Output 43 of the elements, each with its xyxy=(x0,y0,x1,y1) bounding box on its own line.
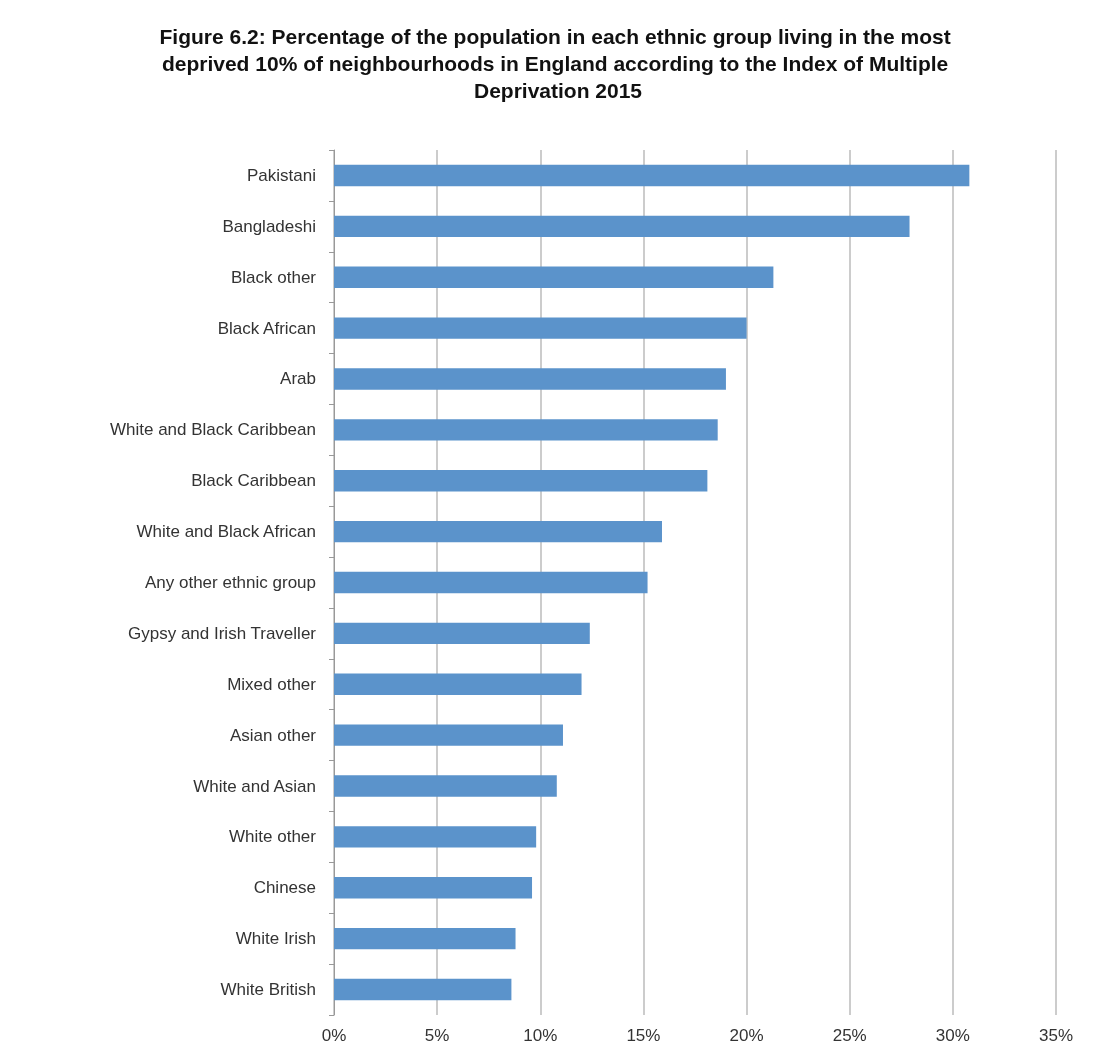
bar xyxy=(334,164,970,187)
x-tick-label: 0% xyxy=(321,1026,347,1045)
bar xyxy=(334,215,910,238)
y-tick-label: Pakistani xyxy=(247,165,316,185)
y-tick-label: Arab xyxy=(280,369,316,389)
x-tick-label: 5% xyxy=(424,1026,450,1045)
x-tick-label: 15% xyxy=(626,1026,661,1045)
y-tick-label: White British xyxy=(220,980,316,1000)
y-tick-label: Chinese xyxy=(253,878,316,898)
bar xyxy=(334,927,516,950)
x-tick-label: 20% xyxy=(729,1026,764,1045)
y-tick-label: Mixed other xyxy=(227,674,317,694)
bar xyxy=(334,724,563,746)
bar xyxy=(334,673,582,695)
x-tick-label: 10% xyxy=(523,1026,558,1045)
y-tick-label: White and Black African xyxy=(136,522,316,542)
bar xyxy=(334,978,512,1001)
y-tick-label: Asian other xyxy=(230,725,317,745)
x-tick-label: 25% xyxy=(832,1026,867,1045)
y-tick-label: Black African xyxy=(217,318,316,338)
bar xyxy=(334,775,557,797)
x-tick-label: 30% xyxy=(935,1026,970,1045)
bar xyxy=(334,470,708,492)
y-tick-label: White and Black Caribbean xyxy=(109,420,316,440)
y-tick-label: White other xyxy=(229,827,317,847)
bar xyxy=(334,571,648,594)
bar xyxy=(334,317,747,339)
y-tick-label: Black Caribbean xyxy=(191,471,316,491)
y-tick-label: White Irish xyxy=(235,929,316,949)
chart-title: Figure 6.2: Percentage of the population in each ethnic group living in the most deprived 10% of neighbourhoods in England according to the Index of Multiple Deprivation 2015 xyxy=(159,25,957,102)
bar xyxy=(334,266,774,288)
bar xyxy=(334,826,537,848)
y-tick-label: White and Asian xyxy=(193,776,316,796)
y-tick-label: Black other xyxy=(230,267,317,287)
bar xyxy=(334,368,726,390)
bar xyxy=(334,877,533,899)
y-tick-label: Any other ethnic group xyxy=(144,573,316,592)
x-tick-label: 35% xyxy=(1038,1026,1074,1045)
y-tick-label: Gypsy and Irish Traveller xyxy=(127,623,317,643)
bar xyxy=(334,622,590,645)
bar xyxy=(334,520,662,543)
y-tick-label: Bangladeshi xyxy=(222,216,316,236)
bar xyxy=(334,419,718,441)
